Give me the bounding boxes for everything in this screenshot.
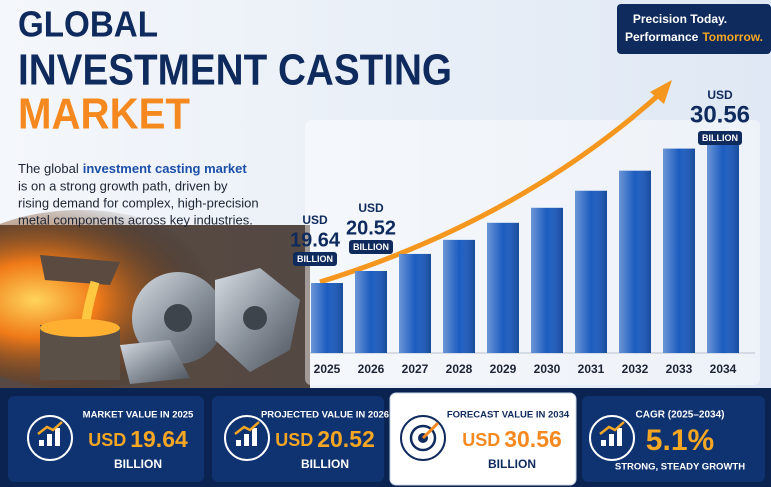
card-label: CAGR (2025–2034) (636, 410, 725, 421)
bar-shine (399, 253, 431, 353)
value-scale: BILLION (297, 254, 333, 264)
x-tick-label: 2028 (446, 362, 473, 376)
card-note: STRONG, STEADY GROWTH (615, 462, 745, 473)
card-icon-ring (409, 424, 437, 452)
bar-shine (663, 148, 695, 353)
x-tick-label: 2027 (402, 362, 429, 376)
card-number: 19.64 (130, 426, 188, 452)
value-unit: USD (302, 213, 328, 227)
foundry-illustration (0, 210, 310, 390)
card-label: MARKET VALUE IN 2025 (83, 410, 194, 421)
bar-shine (355, 270, 387, 353)
card-icon-arrow (234, 421, 260, 435)
card (582, 396, 765, 482)
value-scale: BILLION (353, 242, 389, 252)
x-tick-label: 2031 (578, 362, 605, 376)
card-icon-bar (39, 440, 44, 446)
card-value: USD 20.52 (275, 426, 375, 452)
card-number: 20.52 (317, 426, 375, 452)
growth-arrowhead (650, 80, 672, 104)
card-icon-arrow (421, 421, 440, 440)
card-label: FORECAST VALUE IN 2034 (447, 410, 570, 421)
x-tick-label: 2032 (622, 362, 649, 376)
badge (617, 4, 771, 54)
card-icon-arrow (599, 421, 625, 435)
badge-line: Performance Tomorrow. (625, 30, 763, 44)
bar-shine (619, 170, 651, 353)
card-scale: BILLION (114, 457, 162, 471)
badge-text: Performance (625, 30, 699, 44)
card-value: USD 30.56 (462, 426, 562, 452)
card-unit: USD (88, 430, 126, 450)
x-tick-label: 2030 (534, 362, 561, 376)
title-line: MARKET (18, 90, 190, 139)
card-icon-bar (601, 440, 606, 446)
value-scale-pill (293, 252, 337, 266)
bar-shine (531, 207, 563, 353)
card-label: PROJECTED VALUE IN 2026 (261, 410, 389, 421)
value-scale-pill (349, 239, 393, 254)
bar-shine (707, 134, 739, 353)
bar-shine (575, 190, 607, 353)
description-line: rising demand for complex, high-precisio… (18, 195, 259, 210)
description-line: is on a strong growth path, driven by (18, 178, 228, 193)
x-tick-label: 2026 (358, 362, 385, 376)
card-icon-arrow (37, 421, 63, 435)
value-label: 20.52 (346, 217, 396, 239)
icons (27, 415, 635, 461)
growth-arrow (319, 90, 664, 285)
title-line: INVESTMENT CASTING (18, 46, 452, 95)
x-tick-label: 2025 (314, 362, 341, 376)
card-unit: USD (462, 430, 500, 450)
value-unit: USD (707, 88, 733, 102)
description-line: metal components across key industries. (18, 212, 253, 227)
card-icon-bar (252, 428, 257, 446)
value-unit: USD (358, 201, 384, 215)
value-label: 19.64 (290, 229, 341, 251)
value-scale: BILLION (702, 133, 738, 143)
card-icon-bar (617, 428, 622, 446)
title-line: GLOBAL (18, 4, 158, 45)
card (389, 392, 577, 486)
x-tick-label: 2034 (710, 362, 737, 376)
card-scale: BILLION (488, 457, 536, 471)
card-icon-bar (47, 434, 52, 446)
description-line: The global investment casting market (18, 161, 247, 176)
card-number: 30.56 (504, 426, 562, 452)
bar-shine (443, 239, 475, 353)
value-label: 30.56 (690, 101, 750, 128)
bar-shine (311, 283, 343, 353)
card-icon-bar (55, 428, 60, 446)
description-highlight: investment casting market (83, 161, 248, 176)
x-tick-label: 2033 (666, 362, 693, 376)
description-text: The global (18, 161, 79, 176)
bars (311, 134, 739, 353)
card-value: USD 19.64 (88, 426, 188, 452)
card-scale: BILLION (301, 457, 349, 471)
card-value: 5.1% (646, 424, 714, 457)
badge-line: Precision Today. (633, 12, 727, 26)
card-icon-bar (236, 440, 241, 446)
badge-highlight: Tomorrow. (702, 30, 763, 44)
card-unit: USD (275, 430, 313, 450)
card-icon-bar (609, 434, 614, 446)
bar-shine (487, 222, 519, 353)
card-icon-bar (244, 434, 249, 446)
x-tick-label: 2029 (490, 362, 517, 376)
value-scale-pill (698, 131, 742, 145)
